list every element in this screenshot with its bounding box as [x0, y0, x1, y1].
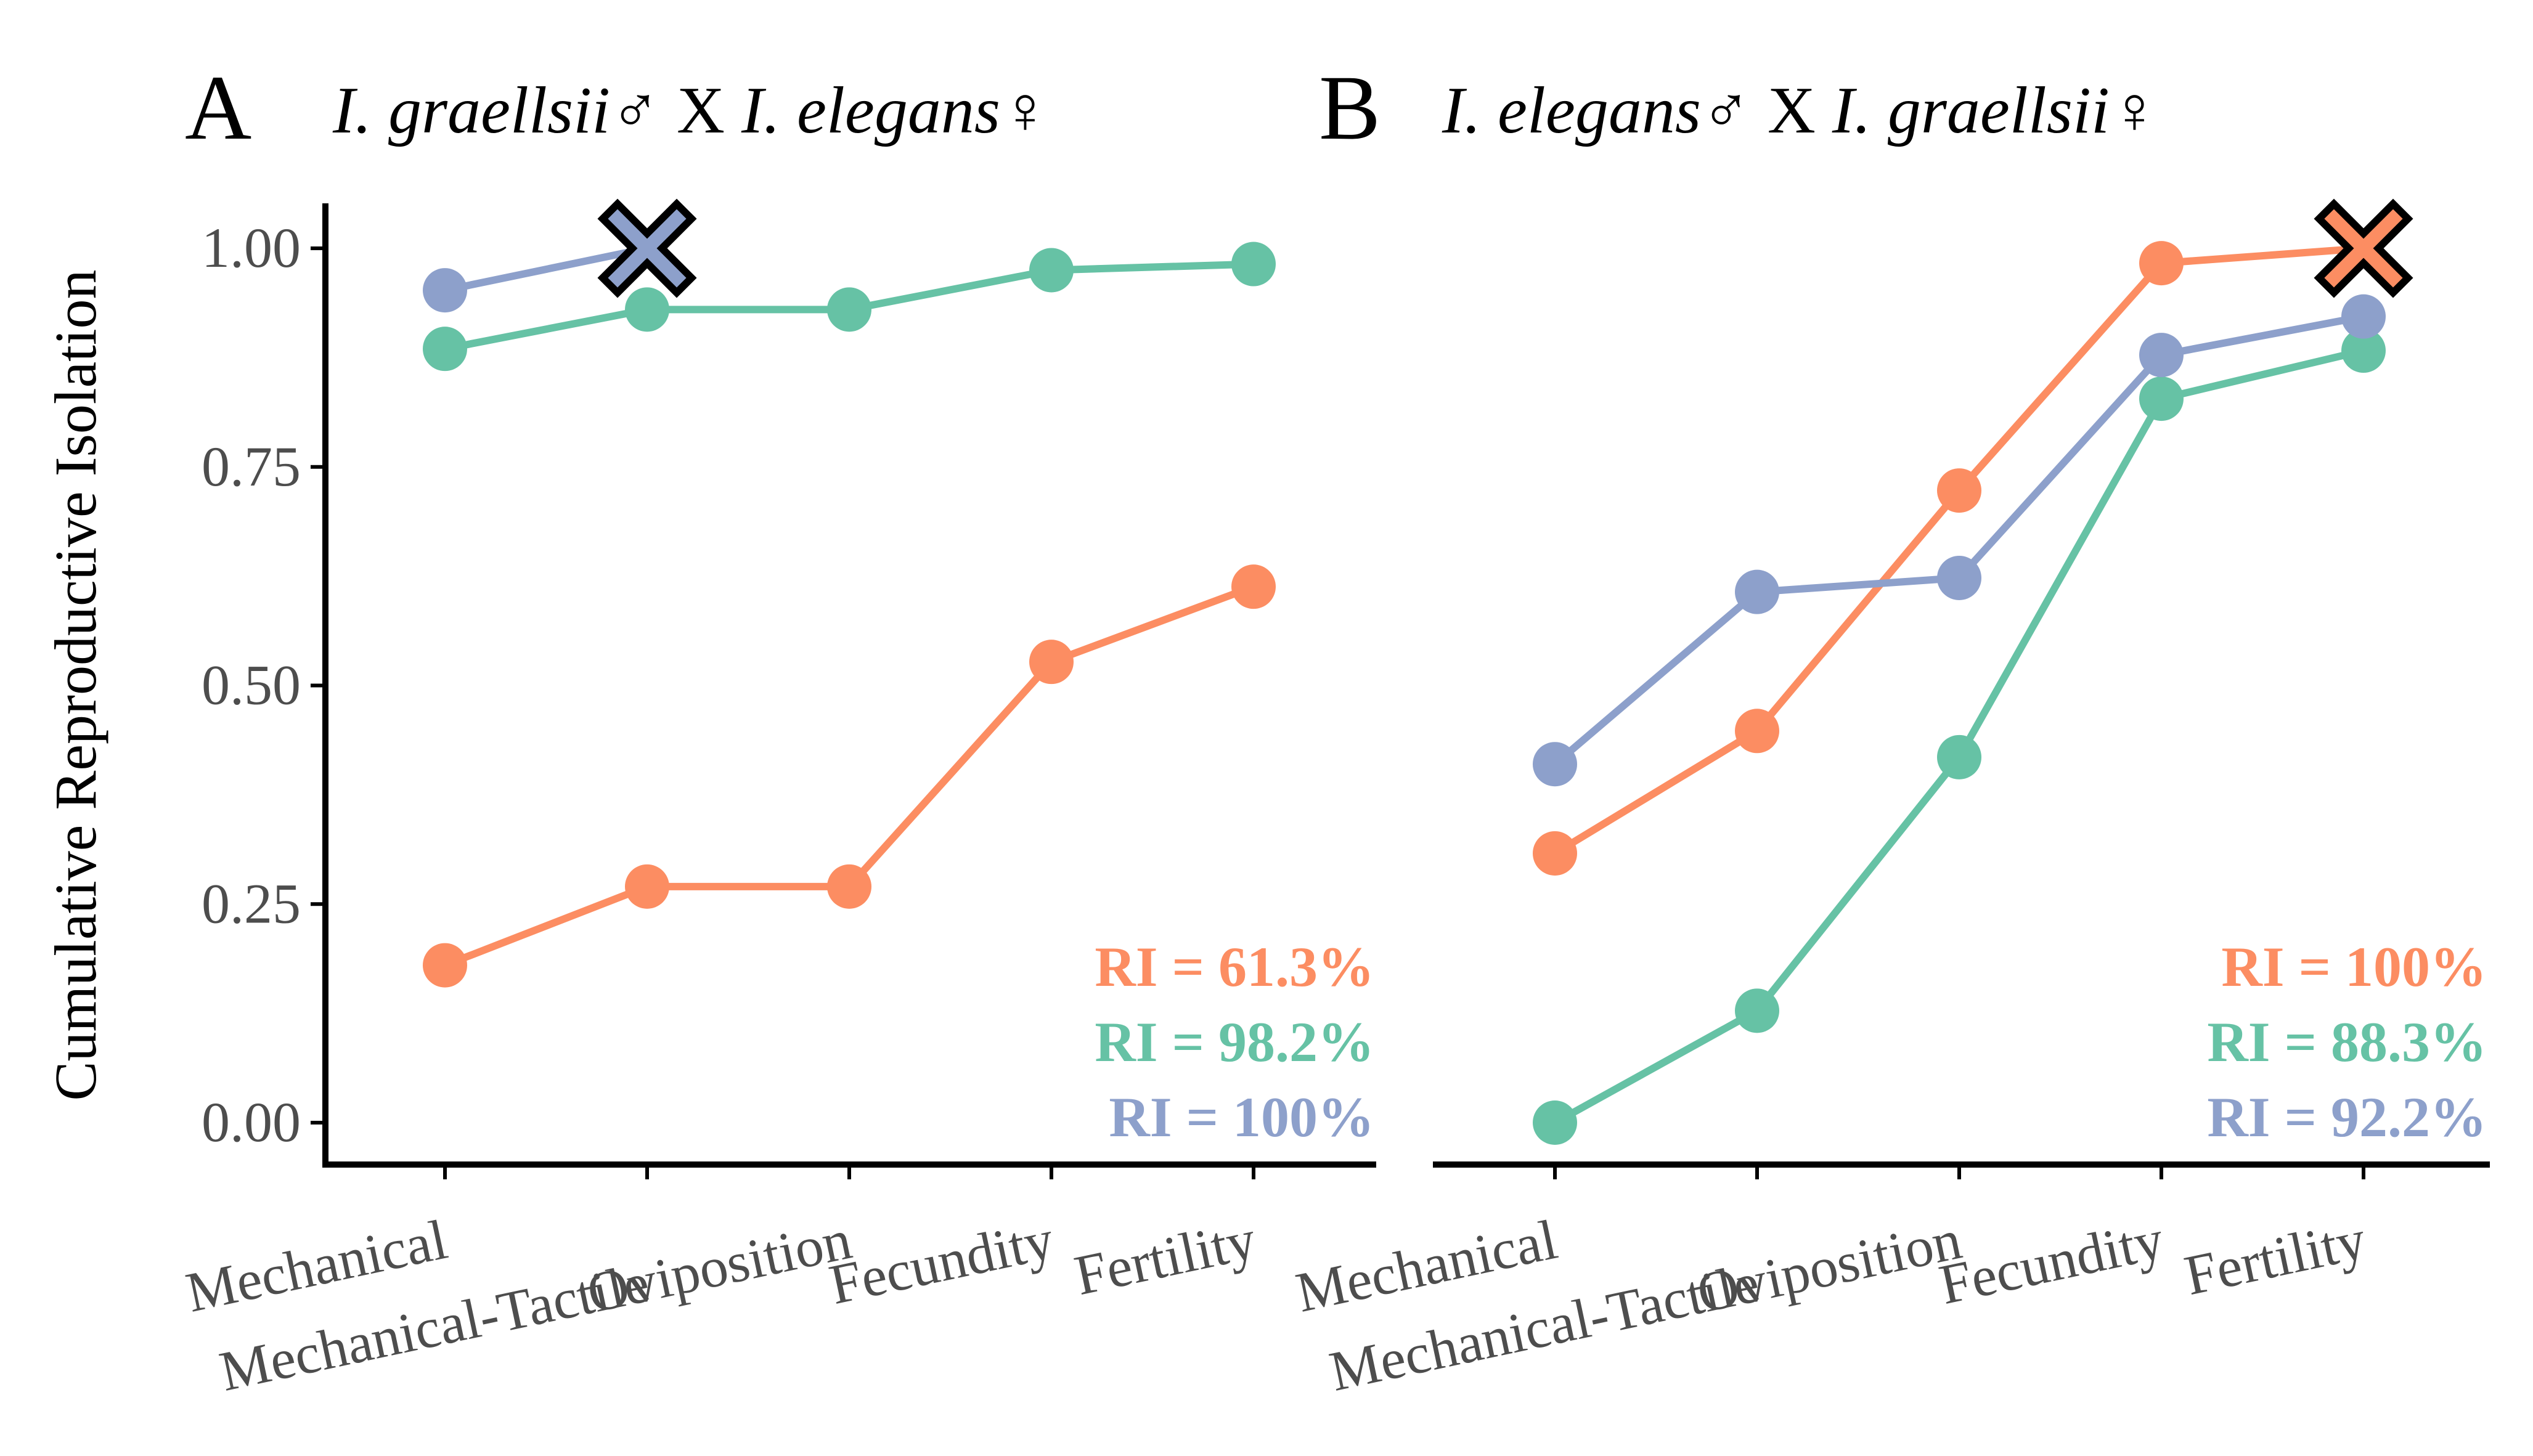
data-point [1533, 1100, 1577, 1145]
data-point [1231, 242, 1276, 287]
data-point [1937, 468, 1981, 513]
x-tick-label: Fertility [1069, 1208, 1261, 1307]
panel-b-title-cross: X [1751, 74, 1832, 147]
panel-b-title-female-symbol: ♀ [2110, 74, 2160, 147]
data-point [2341, 328, 2386, 373]
data-point [827, 287, 871, 332]
panel-b-annotations: RI = 100% RI = 88.3% RI = 92.2% [2207, 935, 2487, 1149]
panel-b: B I. elegans♂ X I. graellsii♀ Mechanical… [1291, 57, 2490, 1403]
panel-a: A I. graellsii♂ X I. elegans♀ Mechanical… [181, 57, 1376, 1403]
data-point [1029, 248, 1074, 293]
data-point [1735, 988, 1779, 1033]
data-point [2139, 241, 2184, 286]
data-point [1937, 555, 1981, 600]
y-tick-label: 1.00 [202, 216, 301, 279]
panel-a-title-species-1: I. graellsii [332, 74, 610, 147]
panel-a-title: I. graellsii♂ X I. elegans♀ [332, 74, 1050, 147]
data-point [1735, 569, 1779, 614]
ri-annotation: RI = 100% [2221, 935, 2487, 998]
terminal-x-fill [2324, 209, 2403, 288]
x-tick-label: Oviposition [1692, 1208, 1967, 1325]
data-point [2139, 333, 2184, 378]
panel-a-annotations: RI = 61.3% RI = 98.2% RI = 100% [1095, 935, 1374, 1149]
ri-annotation: RI = 61.3% [1095, 935, 1374, 998]
data-point [625, 287, 669, 332]
panel-b-label: B [1319, 57, 1381, 159]
data-point [827, 864, 871, 909]
panel-a-points [423, 198, 1276, 988]
ri-annotation: RI = 98.2% [1095, 1011, 1374, 1073]
ri-annotation: RI = 92.2% [2207, 1086, 2487, 1149]
ri-annotation: RI = 88.3% [2207, 1011, 2487, 1073]
y-axis-label: Cumulative Reproductive Isolation [43, 269, 108, 1100]
series-line [444, 245, 648, 294]
panel-b-title-species-1: I. elegans [1442, 74, 1701, 147]
panel-a-title-male-symbol: ♂ [610, 74, 660, 147]
terminal-x-marker [2314, 198, 2413, 298]
data-point [1231, 564, 1276, 609]
ri-annotation: RI = 100% [1109, 1086, 1374, 1149]
y-tick-label: 0.50 [202, 654, 301, 717]
data-point [423, 268, 467, 313]
panel-b-title-male-symbol: ♂ [1701, 74, 1751, 147]
terminal-x-fill [608, 209, 687, 288]
terminal-x-marker [597, 198, 697, 298]
x-tick-label: Fecundity [824, 1208, 1059, 1316]
data-point [1533, 742, 1577, 787]
x-tick-label: Oviposition [582, 1208, 857, 1325]
series-line [1552, 312, 2365, 767]
panel-a-title-female-symbol: ♀ [1000, 74, 1050, 147]
data-point [625, 864, 669, 909]
x-tick-label: Fecundity [1934, 1208, 2169, 1316]
y-tick-label: 0.25 [202, 872, 301, 935]
y-tick-label: 0.00 [202, 1091, 301, 1153]
panel-b-title-species-2: I. graellsii [1832, 74, 2110, 147]
panel-b-title: I. elegans♂ X I. graellsii♀ [1442, 74, 2160, 147]
data-point [2139, 376, 2184, 421]
x-tick-label: Fertility [2179, 1208, 2371, 1307]
panel-b-axes: MechanicalMechanical-TactileOvipositionF… [1291, 1161, 2490, 1403]
panel-a-title-cross: X [660, 74, 741, 147]
data-point [1533, 831, 1577, 876]
data-point [1029, 640, 1074, 685]
data-point [423, 943, 467, 988]
data-point [2341, 294, 2386, 339]
data-point [1735, 709, 1779, 754]
panel-a-label: A [185, 57, 251, 159]
panel-b-points [1533, 198, 2413, 1145]
y-tick-label: 0.75 [202, 435, 301, 498]
panel-a-axes: MechanicalMechanical-TactileOvipositionF… [181, 203, 1376, 1403]
data-point [423, 327, 467, 372]
data-point [1937, 734, 1981, 779]
panel-a-lines [443, 245, 1255, 969]
panel-a-title-species-2: I. elegans [741, 74, 1000, 147]
